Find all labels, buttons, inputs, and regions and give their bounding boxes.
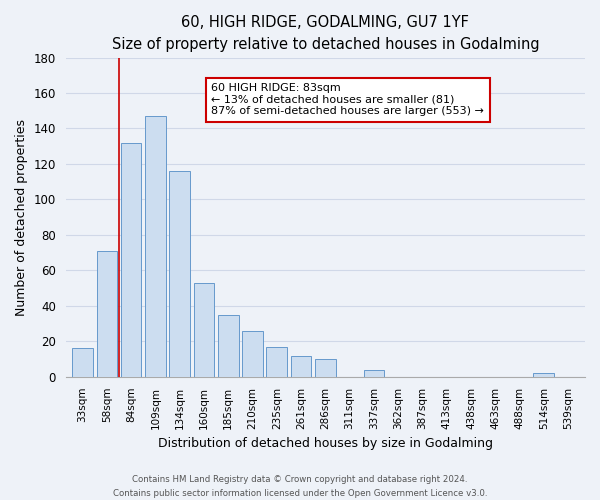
Bar [364, 370, 384, 377]
Bar [242, 330, 263, 377]
Y-axis label: Number of detached properties: Number of detached properties [15, 118, 28, 316]
Bar [218, 314, 239, 377]
Bar [533, 374, 554, 377]
Bar [121, 142, 142, 377]
Bar [291, 356, 311, 377]
Bar [266, 346, 287, 377]
Bar [194, 283, 214, 377]
Bar [145, 116, 166, 377]
X-axis label: Distribution of detached houses by size in Godalming: Distribution of detached houses by size … [158, 437, 493, 450]
Bar [169, 171, 190, 377]
Bar [97, 251, 117, 377]
Bar [73, 348, 93, 377]
Text: 60 HIGH RIDGE: 83sqm
← 13% of detached houses are smaller (81)
87% of semi-detac: 60 HIGH RIDGE: 83sqm ← 13% of detached h… [211, 83, 484, 116]
Title: 60, HIGH RIDGE, GODALMING, GU7 1YF
Size of property relative to detached houses : 60, HIGH RIDGE, GODALMING, GU7 1YF Size … [112, 15, 539, 52]
Text: Contains HM Land Registry data © Crown copyright and database right 2024.
Contai: Contains HM Land Registry data © Crown c… [113, 476, 487, 498]
Bar [315, 359, 335, 377]
